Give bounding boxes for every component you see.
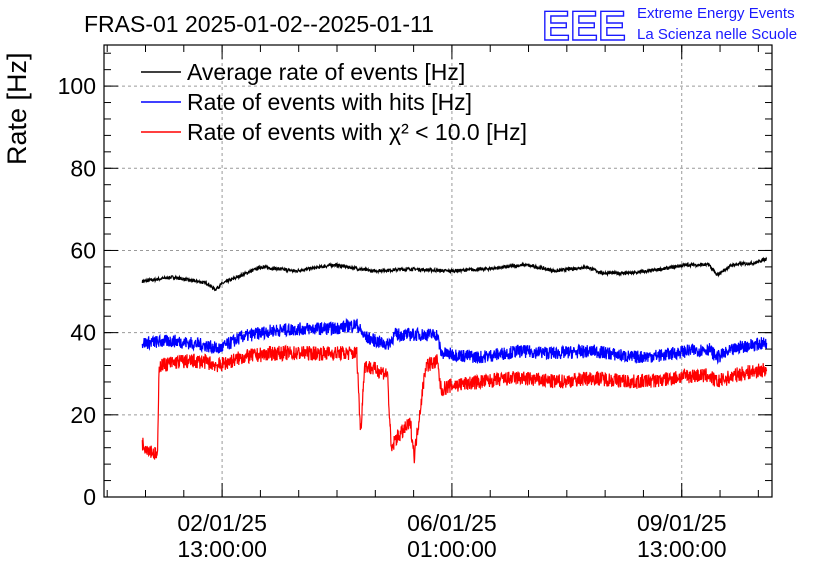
eee-logo: EEE Extreme Energy Events La Scienza nel… — [541, 1, 797, 49]
series-line-1 — [141, 317, 768, 365]
legend-label-1: Rate of events with hits [Hz] — [187, 89, 472, 115]
x-tick-label-time: 01:00:00 — [407, 536, 497, 562]
series-line-0 — [141, 256, 768, 292]
x-tick-label-date: 09/01/25 — [637, 510, 727, 536]
series-layer — [141, 256, 768, 464]
axes: 02040608010002/01/2513:00:0006/01/2501:0… — [58, 44, 773, 562]
y-tick-label: 20 — [70, 402, 96, 428]
eee-logo-line1: Extreme Energy Events — [637, 5, 795, 22]
x-tick-label-date: 02/01/25 — [177, 510, 267, 536]
chart-title: FRAS-01 2025-01-02--2025-01-11 — [84, 11, 434, 37]
x-tick-label-time: 13:00:00 — [637, 536, 727, 562]
y-tick-label: 0 — [83, 484, 96, 510]
y-tick-label: 80 — [70, 155, 96, 181]
x-tick-label-date: 06/01/25 — [407, 510, 497, 536]
legend-label-0: Average rate of events [Hz] — [187, 59, 465, 85]
legend-label-2: Rate of events with χ² < 10.0 [Hz] — [187, 119, 527, 145]
y-tick-label: 100 — [58, 73, 96, 99]
y-tick-label: 60 — [70, 237, 96, 263]
series-line-2 — [141, 344, 768, 464]
plot-frame — [103, 44, 773, 498]
y-axis-title: Rate [Hz] — [2, 52, 32, 165]
x-tick-label-time: 13:00:00 — [177, 536, 267, 562]
y-tick-label: 40 — [70, 320, 96, 346]
legend: Average rate of events [Hz] Rate of event… — [141, 59, 527, 145]
eee-logo-line2: La Scienza nelle Scuole — [637, 26, 797, 43]
eee-logo-mark: EEE — [542, 2, 626, 49]
